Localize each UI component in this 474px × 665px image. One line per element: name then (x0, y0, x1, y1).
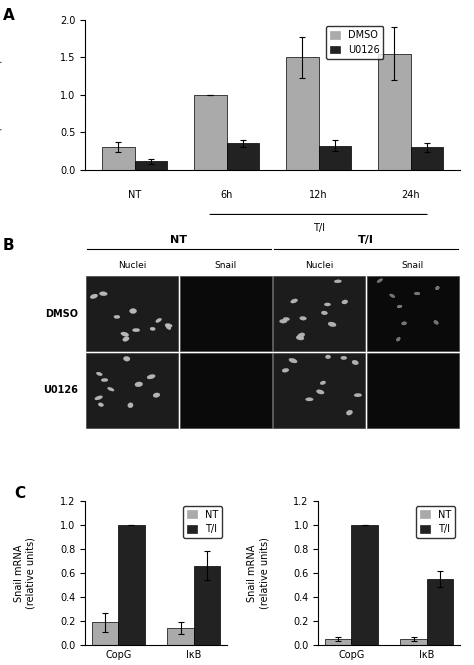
Text: T/I: T/I (312, 223, 325, 233)
Ellipse shape (156, 319, 162, 323)
Bar (367, 353, 459, 428)
Ellipse shape (342, 300, 348, 304)
Ellipse shape (401, 322, 407, 325)
Bar (427, 579, 453, 645)
Y-axis label: Snail mRNA
(relative units): Snail mRNA (relative units) (0, 59, 3, 131)
Ellipse shape (397, 305, 402, 308)
Bar (378, 54, 410, 170)
Bar (410, 147, 443, 170)
Ellipse shape (108, 387, 114, 391)
Ellipse shape (436, 286, 439, 290)
Ellipse shape (341, 356, 347, 360)
Ellipse shape (166, 325, 171, 330)
Ellipse shape (282, 368, 289, 372)
Ellipse shape (352, 360, 358, 364)
Text: NT: NT (171, 235, 187, 245)
Bar (180, 353, 272, 428)
Ellipse shape (324, 303, 331, 306)
Bar (319, 146, 351, 170)
Ellipse shape (153, 393, 160, 398)
Bar (325, 639, 351, 645)
Ellipse shape (90, 294, 98, 299)
Ellipse shape (123, 336, 129, 341)
Bar (167, 628, 194, 645)
Ellipse shape (289, 358, 297, 363)
Legend: DMSO, U0126: DMSO, U0126 (327, 27, 383, 59)
Legend: NT, T/I: NT, T/I (416, 505, 455, 538)
Text: T/I: T/I (358, 235, 374, 245)
Ellipse shape (396, 337, 400, 341)
Bar (286, 57, 319, 170)
Text: NT: NT (128, 190, 141, 200)
Ellipse shape (283, 317, 290, 321)
Ellipse shape (280, 319, 287, 323)
Ellipse shape (128, 403, 133, 408)
Text: DMSO: DMSO (45, 309, 78, 319)
Legend: NT, T/I: NT, T/I (183, 505, 222, 538)
Ellipse shape (317, 390, 324, 394)
Ellipse shape (354, 394, 362, 397)
Ellipse shape (434, 321, 438, 325)
Ellipse shape (328, 322, 336, 327)
Bar (401, 639, 427, 645)
Bar (194, 94, 227, 170)
Ellipse shape (100, 292, 107, 296)
Text: Snail: Snail (402, 261, 424, 270)
Bar (86, 353, 178, 428)
Ellipse shape (321, 311, 328, 315)
Ellipse shape (129, 309, 137, 313)
Ellipse shape (165, 324, 172, 327)
Ellipse shape (95, 396, 102, 400)
Ellipse shape (135, 382, 143, 387)
Text: 6h: 6h (220, 190, 233, 200)
Ellipse shape (298, 333, 305, 338)
Text: Nuclei: Nuclei (305, 261, 334, 270)
Y-axis label: Snail mRNA
(relative units): Snail mRNA (relative units) (247, 537, 269, 609)
Text: Nuclei: Nuclei (118, 261, 146, 270)
Ellipse shape (377, 279, 383, 283)
Bar (135, 162, 167, 170)
Ellipse shape (390, 294, 395, 297)
Text: Snail: Snail (215, 261, 237, 270)
Bar (351, 525, 378, 645)
Ellipse shape (114, 315, 120, 319)
Text: C: C (15, 486, 26, 501)
Text: 12h: 12h (309, 190, 328, 200)
Bar (86, 276, 178, 351)
Text: B: B (3, 238, 15, 253)
Text: 24h: 24h (401, 190, 420, 200)
Ellipse shape (133, 329, 140, 332)
Bar (118, 525, 145, 645)
Bar (194, 566, 220, 645)
Ellipse shape (291, 299, 298, 303)
Ellipse shape (101, 378, 108, 382)
Bar (227, 144, 259, 170)
Ellipse shape (98, 403, 103, 406)
Ellipse shape (326, 355, 331, 358)
Ellipse shape (296, 336, 304, 340)
Ellipse shape (123, 356, 130, 361)
Ellipse shape (320, 381, 326, 384)
Ellipse shape (414, 292, 420, 295)
Bar (102, 147, 135, 170)
Bar (273, 276, 365, 351)
Ellipse shape (147, 374, 155, 379)
Ellipse shape (150, 327, 155, 331)
Ellipse shape (96, 372, 102, 376)
Ellipse shape (300, 317, 306, 320)
Text: U0126: U0126 (43, 385, 78, 395)
Ellipse shape (346, 410, 353, 415)
Bar (180, 276, 272, 351)
Ellipse shape (334, 280, 341, 283)
Text: A: A (3, 8, 15, 23)
Bar (273, 353, 365, 428)
Bar (92, 622, 118, 645)
Y-axis label: Snail mRNA
(relative units): Snail mRNA (relative units) (14, 537, 36, 609)
Ellipse shape (306, 398, 313, 401)
Ellipse shape (121, 332, 129, 336)
Bar (367, 276, 459, 351)
